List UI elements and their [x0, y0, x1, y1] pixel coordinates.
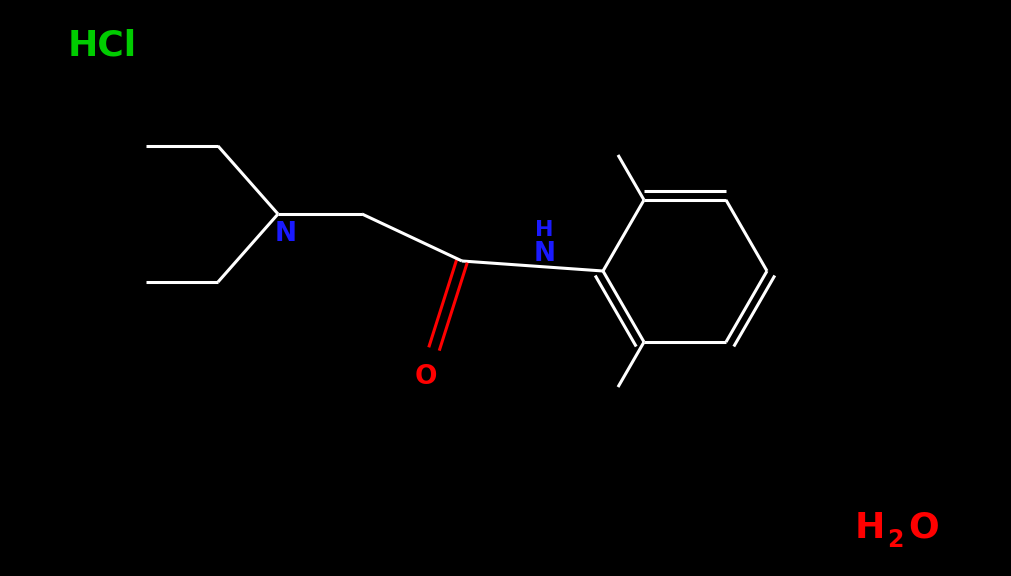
- Text: H: H: [535, 220, 553, 240]
- Text: O: O: [415, 364, 437, 390]
- Text: HCl: HCl: [68, 29, 136, 63]
- Text: O: O: [907, 511, 938, 545]
- Text: H: H: [854, 511, 885, 545]
- Text: N: N: [533, 241, 555, 267]
- Text: N: N: [275, 221, 296, 247]
- Text: 2: 2: [886, 528, 903, 552]
